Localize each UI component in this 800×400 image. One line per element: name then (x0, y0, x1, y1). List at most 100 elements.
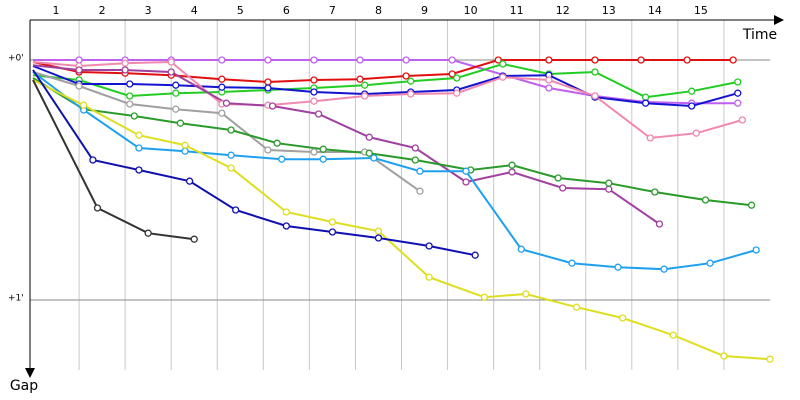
data-point (126, 100, 134, 108)
series-line (32, 77, 752, 207)
y-axis-arrow (25, 368, 35, 378)
series-line (32, 59, 734, 84)
data-point (545, 56, 553, 64)
data-point (660, 265, 668, 273)
x-tick-label: 5 (237, 4, 244, 17)
x-tick-label: 15 (694, 4, 708, 17)
data-point (227, 126, 235, 134)
data-point (545, 76, 553, 84)
data-point (218, 75, 226, 83)
data-point (282, 222, 290, 230)
x-axis-arrow (774, 15, 784, 25)
data-point (282, 208, 290, 216)
data-point (374, 227, 383, 235)
data-point (591, 56, 599, 64)
data-point (328, 218, 337, 226)
data-point (453, 89, 461, 97)
x-tick-label: 14 (648, 4, 662, 17)
data-point (411, 144, 419, 152)
data-point (218, 56, 226, 64)
data-point (126, 92, 134, 100)
series-line (32, 64, 661, 225)
data-point (651, 188, 659, 196)
data-point (75, 56, 83, 64)
data-point (310, 56, 318, 64)
x-tick-label: 1 (53, 4, 60, 17)
data-point (692, 129, 700, 137)
series-line (32, 79, 771, 361)
data-point (669, 331, 677, 339)
x-tick-label: 13 (602, 4, 616, 17)
y-tick-label: +0' (8, 54, 24, 64)
y-axis-label: Gap (10, 378, 38, 394)
data-point (591, 68, 599, 76)
data-point (365, 149, 373, 157)
data-point (618, 314, 627, 322)
data-point (310, 76, 318, 84)
data-point (264, 84, 272, 92)
data-point (356, 75, 364, 83)
data-point (75, 82, 83, 90)
data-point (734, 89, 742, 97)
x-tick-label: 4 (191, 4, 198, 17)
data-point (135, 166, 143, 174)
data-point (328, 228, 337, 236)
data-point (319, 155, 327, 163)
data-point (554, 174, 562, 182)
data-point (218, 109, 226, 117)
data-point (729, 56, 737, 64)
data-point (264, 56, 272, 64)
data-point (172, 89, 180, 97)
data-point (453, 74, 461, 82)
data-point (356, 56, 364, 64)
data-point (411, 156, 419, 164)
data-point (268, 102, 277, 110)
data-point (310, 88, 318, 96)
data-point (683, 56, 691, 64)
data-point (360, 92, 369, 100)
series-line (32, 65, 739, 108)
data-point (655, 220, 664, 228)
data-point (218, 83, 226, 91)
series-line (32, 69, 476, 257)
data-point (172, 105, 180, 113)
data-point (688, 87, 696, 95)
data-point (416, 187, 424, 195)
data-point (637, 56, 645, 64)
data-point (591, 92, 599, 100)
data-point (747, 201, 756, 209)
x-axis-label: Time (742, 27, 777, 43)
data-point (185, 177, 194, 185)
data-point (264, 78, 272, 86)
data-point (126, 80, 134, 88)
data-point (572, 303, 581, 311)
data-point (278, 155, 286, 163)
data-point (416, 167, 424, 175)
data-point (448, 56, 456, 64)
data-point (319, 145, 327, 153)
data-point (232, 206, 240, 214)
data-point (144, 229, 152, 237)
data-point (646, 134, 654, 142)
data-point (720, 352, 728, 360)
data-point (130, 112, 138, 120)
data-point (89, 156, 97, 164)
y-tick-label: +1' (8, 294, 24, 304)
data-point (641, 93, 650, 101)
data-point (706, 259, 714, 267)
data-point (508, 168, 516, 176)
data-point (508, 161, 516, 169)
data-point (499, 73, 507, 81)
data-point (80, 101, 88, 109)
data-point (181, 147, 189, 155)
data-point (360, 81, 369, 89)
data-point (121, 59, 129, 67)
data-point (374, 234, 383, 242)
data-point (545, 84, 553, 92)
x-tick-label: 3 (145, 4, 152, 17)
data-point (499, 60, 507, 68)
x-tick-label: 2 (99, 4, 106, 17)
data-point (227, 164, 235, 172)
data-point (641, 99, 650, 107)
